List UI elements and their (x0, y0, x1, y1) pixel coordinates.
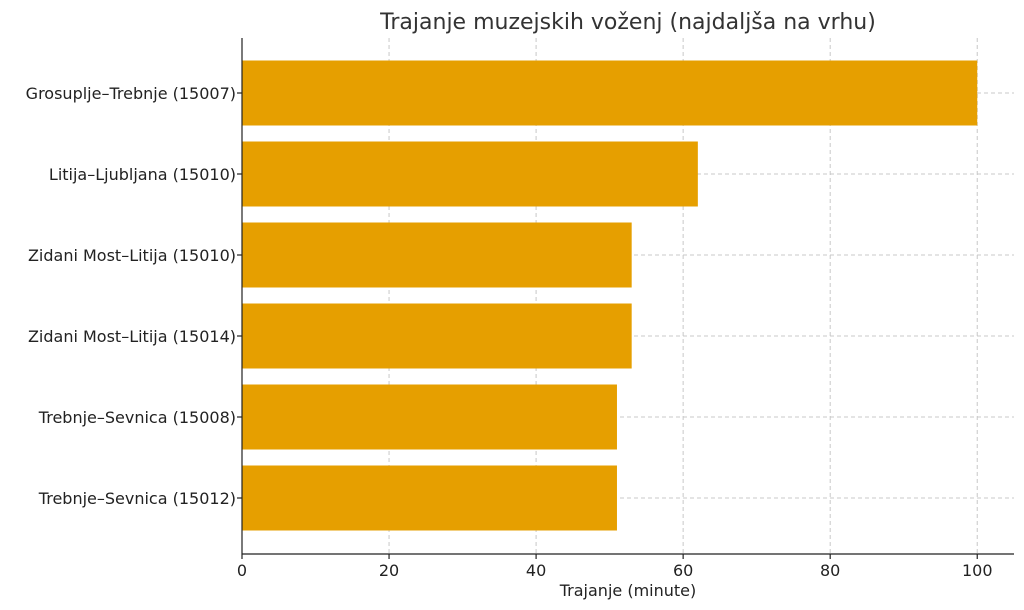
x-axis-label: Trajanje (minute) (559, 581, 696, 600)
bar (242, 222, 632, 288)
x-tick-label: 40 (526, 561, 546, 580)
chart-title: Trajanje muzejskih voženj (najdaljša na … (379, 10, 876, 35)
x-tick-label: 80 (820, 561, 840, 580)
category-label: Litija–Ljubljana (15010) (49, 165, 236, 184)
bar (242, 60, 978, 126)
bar (242, 303, 632, 369)
category-labels: Grosuplje–Trebnje (15007) Litija–Ljubljan… (26, 84, 236, 508)
category-label: Zidani Most–Litija (15014) (28, 327, 236, 346)
bar (242, 465, 617, 531)
category-label: Zidani Most–Litija (15010) (28, 246, 236, 265)
category-label: Trebnje–Sevnica (15008) (38, 408, 236, 427)
x-tick-label: 60 (673, 561, 693, 580)
category-label: Trebnje–Sevnica (15012) (38, 489, 236, 508)
bar (242, 384, 617, 450)
bar (242, 141, 698, 207)
x-tick-label: 20 (379, 561, 399, 580)
x-tick-label: 100 (962, 561, 993, 580)
bars (242, 60, 978, 531)
x-tick-label: 0 (237, 561, 247, 580)
x-tick-labels: 0 20 40 60 80 100 (237, 561, 993, 580)
category-label: Grosuplje–Trebnje (15007) (26, 84, 236, 103)
axes (237, 38, 1014, 559)
